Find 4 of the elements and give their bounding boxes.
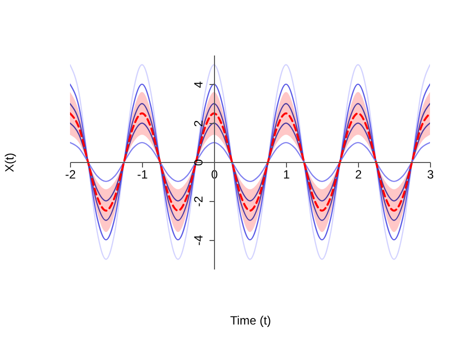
y-tick-label: 4 [192,81,206,88]
x-axis-title: Time (t) [230,314,271,328]
y-axis-title: X(t) [2,152,16,172]
y-tick-label: -4 [192,234,206,246]
